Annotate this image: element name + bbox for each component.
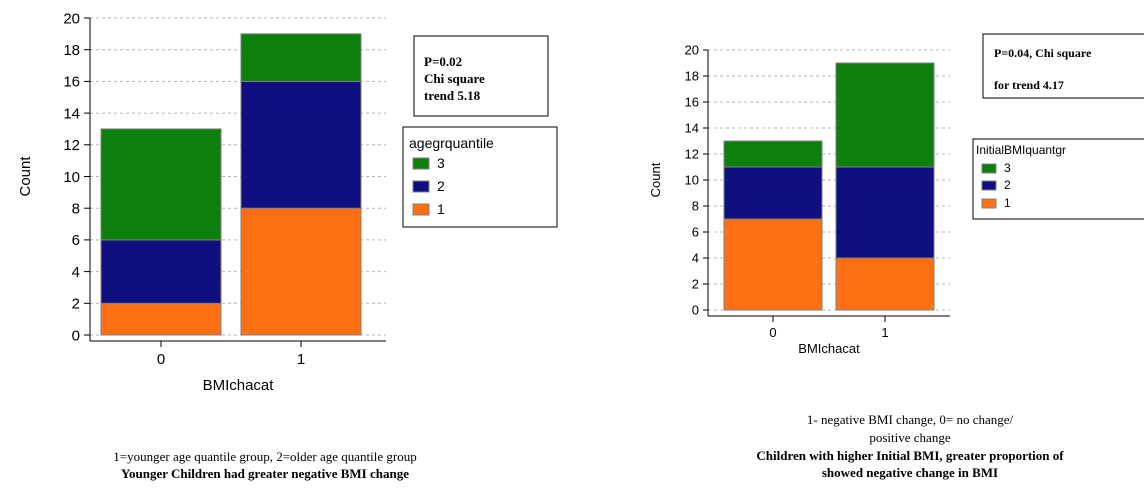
right-bar-cat0-series3 <box>723 140 823 168</box>
left-y-tick-label: 10 <box>63 169 80 186</box>
right-y-tick-label: 20 <box>685 43 699 58</box>
left-bar-cat0-series2 <box>100 239 222 304</box>
right-bar-cat1-series3 <box>835 62 935 168</box>
right-y-tick-label: 10 <box>685 173 699 188</box>
right-bar-cat1-series1 <box>835 257 935 311</box>
right-y-tick-label: 2 <box>692 277 699 292</box>
right-legend-swatch-1 <box>981 198 997 209</box>
left-y-tick-label: 16 <box>63 74 80 91</box>
left-y-tick-label: 8 <box>72 200 80 217</box>
left-bar-cat1-series2 <box>240 80 362 209</box>
right-annotation-line: for trend 4.17 <box>994 78 1064 92</box>
right-y-tick-label: 14 <box>685 121 699 136</box>
right-x-tick-label: 0 <box>769 325 776 340</box>
left-caption-conclusion: Younger Children had greater negative BM… <box>121 466 409 481</box>
right-caption-conclusion-2: showed negative change in BMI <box>821 465 999 480</box>
right-y-tick-label: 12 <box>685 147 699 162</box>
left-annotation-line: Chi square <box>424 71 485 86</box>
right-bar-cat1-series2 <box>835 166 935 259</box>
left-y-tick-label: 4 <box>72 264 80 281</box>
left-annotation-line: trend 5.18 <box>424 88 481 103</box>
left-bar-cat1-series1 <box>240 207 362 336</box>
left-y-tick-label: 20 <box>63 10 80 27</box>
left-legend-swatch-2 <box>412 180 430 193</box>
right-y-tick-label: 8 <box>692 199 699 214</box>
right-y-tick-label: 18 <box>685 69 699 84</box>
left-legend-swatch-3 <box>412 157 430 170</box>
left-bar-cat1-series3 <box>240 33 362 82</box>
right-legend-title: InitialBMIquantgr <box>976 143 1066 157</box>
right-y-tick-label: 16 <box>685 95 699 110</box>
left-annotation-box <box>413 35 549 117</box>
right-x-axis-label: BMIchacat <box>798 341 860 356</box>
left-x-axis-label: BMIchacat <box>203 377 275 394</box>
right-legend-label-3: 3 <box>1004 161 1011 175</box>
left-bar-cat0-series3 <box>100 128 222 241</box>
left-y-axis-label: Count <box>17 156 34 197</box>
right-annotation-line: P=0.04, Chi square <box>994 46 1092 60</box>
left-annotation-line: P=0.02 <box>424 54 462 69</box>
right-legend-label-2: 2 <box>1004 178 1011 192</box>
right-bar-cat0-series2 <box>723 166 823 220</box>
right-x-tick-label: 1 <box>881 325 888 340</box>
left-y-tick-label: 14 <box>63 105 80 122</box>
right-y-tick-label: 0 <box>692 303 699 318</box>
left-y-tick-label: 6 <box>72 232 80 249</box>
left-bar-cat0-series1 <box>100 302 222 336</box>
left-legend-label-3: 3 <box>437 155 445 171</box>
right-legend-swatch-3 <box>981 163 997 174</box>
left-caption-note: 1=younger age quantile group, 2=older ag… <box>113 449 417 464</box>
left-y-tick-label: 18 <box>63 42 80 59</box>
right-y-tick-label: 6 <box>692 225 699 240</box>
right-legend-label-1: 1 <box>1004 196 1011 210</box>
left-legend-label-2: 2 <box>437 178 445 194</box>
left-x-tick-label: 1 <box>297 351 305 368</box>
right-bar-cat0-series1 <box>723 218 823 311</box>
right-caption-note-1: 1- negative BMI change, 0= no change/ <box>806 412 1014 427</box>
left-legend-label-1: 1 <box>437 201 445 217</box>
right-caption-conclusion-1: Children with higher Initial BMI, greate… <box>756 448 1064 463</box>
left-x-tick-label: 0 <box>157 351 165 368</box>
left-y-tick-label: 12 <box>63 137 80 154</box>
right-legend-swatch-2 <box>981 180 997 191</box>
right-caption-note-2: positive change <box>869 430 951 445</box>
right-legend-box <box>972 138 1144 220</box>
left-legend-swatch-1 <box>412 203 430 216</box>
right-y-axis-label: Count <box>648 162 663 197</box>
left-y-tick-label: 2 <box>72 296 80 313</box>
right-annotation-box <box>982 33 1144 99</box>
right-y-tick-label: 4 <box>692 251 699 266</box>
left-legend-title: agegrquantile <box>409 135 494 151</box>
left-y-tick-label: 0 <box>72 327 80 344</box>
